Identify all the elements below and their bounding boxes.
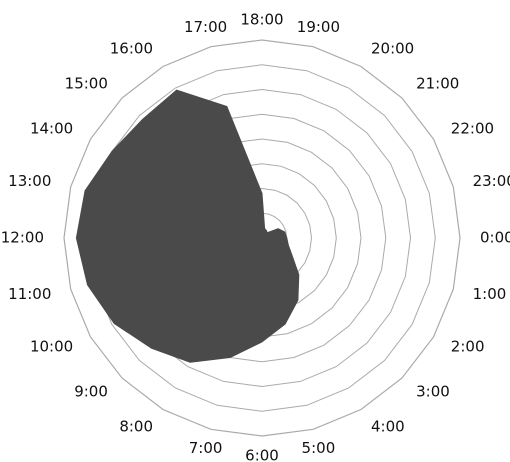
hour-label: 9:00 — [74, 383, 108, 401]
hour-label: 2:00 — [451, 338, 485, 356]
hour-label: 15:00 — [65, 74, 108, 92]
hour-label: 11:00 — [8, 285, 51, 303]
hour-label: 13:00 — [8, 172, 51, 190]
hour-label: 0:00 — [480, 229, 510, 247]
hour-label: 19:00 — [297, 18, 340, 36]
hour-label: 10:00 — [30, 338, 73, 356]
hour-label: 5:00 — [302, 439, 336, 457]
hour-label: 1:00 — [473, 285, 507, 303]
hour-label: 22:00 — [451, 120, 494, 138]
hour-label: 12:00 — [1, 229, 44, 247]
hour-labels: 0:00 1:00 2:00 3:00 4:00 5:00 6:00 7:00 8:00 9:00… — [1, 11, 510, 462]
hour-label: 20:00 — [371, 40, 414, 58]
hour-label: 14:00 — [30, 120, 73, 138]
hour-label: 17:00 — [184, 18, 227, 36]
hour-label: 21:00 — [416, 74, 459, 92]
hour-label: 3:00 — [416, 383, 450, 401]
chart-series-area — [75, 89, 300, 363]
hour-label: 23:00 — [473, 172, 510, 190]
hour-label: 4:00 — [371, 417, 405, 435]
series-area — [75, 89, 300, 363]
hour-label: 7:00 — [189, 439, 223, 457]
hour-label: 8:00 — [119, 417, 153, 435]
hour-label: 18:00 — [240, 11, 283, 29]
grid-ring — [63, 39, 461, 437]
hour-label: 16:00 — [110, 40, 153, 58]
hour-label: 6:00 — [245, 447, 279, 462]
